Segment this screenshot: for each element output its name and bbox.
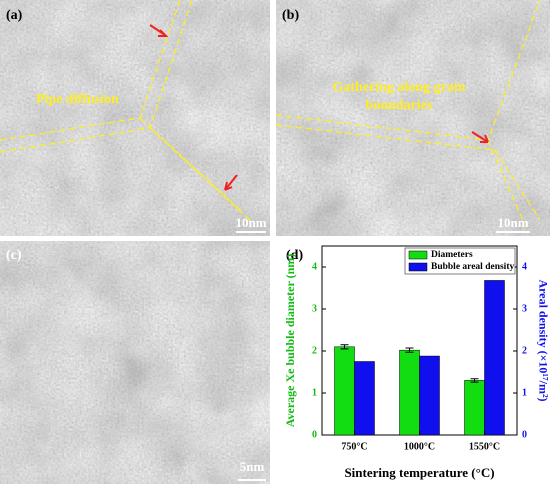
error-bar (470, 378, 479, 383)
panel-label: (a) (6, 8, 23, 23)
bar (419, 355, 440, 436)
tem-image (0, 241, 270, 484)
panel-label: (c) (6, 248, 22, 263)
panel-label: (b) (282, 8, 299, 23)
y-tick-label: 0 (312, 429, 317, 440)
bar (354, 361, 375, 436)
y-tick-label: 4 (312, 261, 317, 272)
panel-label: (d) (286, 248, 303, 263)
legend-swatch (408, 262, 428, 272)
y2-tick-label: 3 (522, 303, 527, 314)
x-tick-label: 750°C (341, 441, 367, 452)
y-tick-label: 2 (312, 345, 317, 356)
annotation: Pipe diffusion (36, 92, 119, 107)
bar (484, 280, 505, 436)
y2-axis-label: Areal density (×10¹⁷/m²) (536, 279, 550, 401)
scale-bar-label: 10nm (235, 215, 266, 230)
bar (464, 380, 485, 436)
arrow (224, 174, 238, 191)
arrow (149, 24, 169, 37)
error-bar (405, 347, 414, 353)
arrow (471, 131, 489, 143)
annotation: Gathering along grain (332, 80, 465, 95)
tem-image (276, 0, 550, 236)
legend-label: Bubble areal density (431, 262, 514, 272)
bar (334, 346, 355, 436)
boundary-lines (0, 0, 251, 221)
bar (399, 349, 420, 436)
x-axis-label: Sintering temperature (°C) (344, 465, 494, 480)
chart: (d) 0 1 2 3 4 0 1 2 3 4 Average Xe bubble diameter… (283, 245, 550, 480)
y-tick-label: 3 (312, 303, 317, 314)
y-tick-label: 1 (312, 387, 317, 398)
panel-a (0, 0, 270, 236)
legend-label: Diameters (431, 250, 473, 260)
panel-c (0, 241, 270, 484)
y2-tick-label: 2 (522, 345, 527, 356)
y-axis-label: Average Xe bubble diameter (nm) (283, 254, 297, 428)
annotation: boundaries (366, 98, 433, 113)
panel-b (275, 0, 550, 236)
x-tick-label: 1550°C (469, 441, 500, 452)
y2-tick-label: 1 (522, 387, 527, 398)
legend-swatch (408, 250, 428, 260)
y2-tick-label: 4 (522, 261, 527, 272)
error-bar (340, 344, 349, 350)
y2-tick-label: 0 (522, 429, 527, 440)
scale-bar-label: 5nm (240, 459, 265, 474)
x-tick-label: 1000°C (404, 441, 435, 452)
scale-bar-label: 10nm (497, 215, 528, 230)
